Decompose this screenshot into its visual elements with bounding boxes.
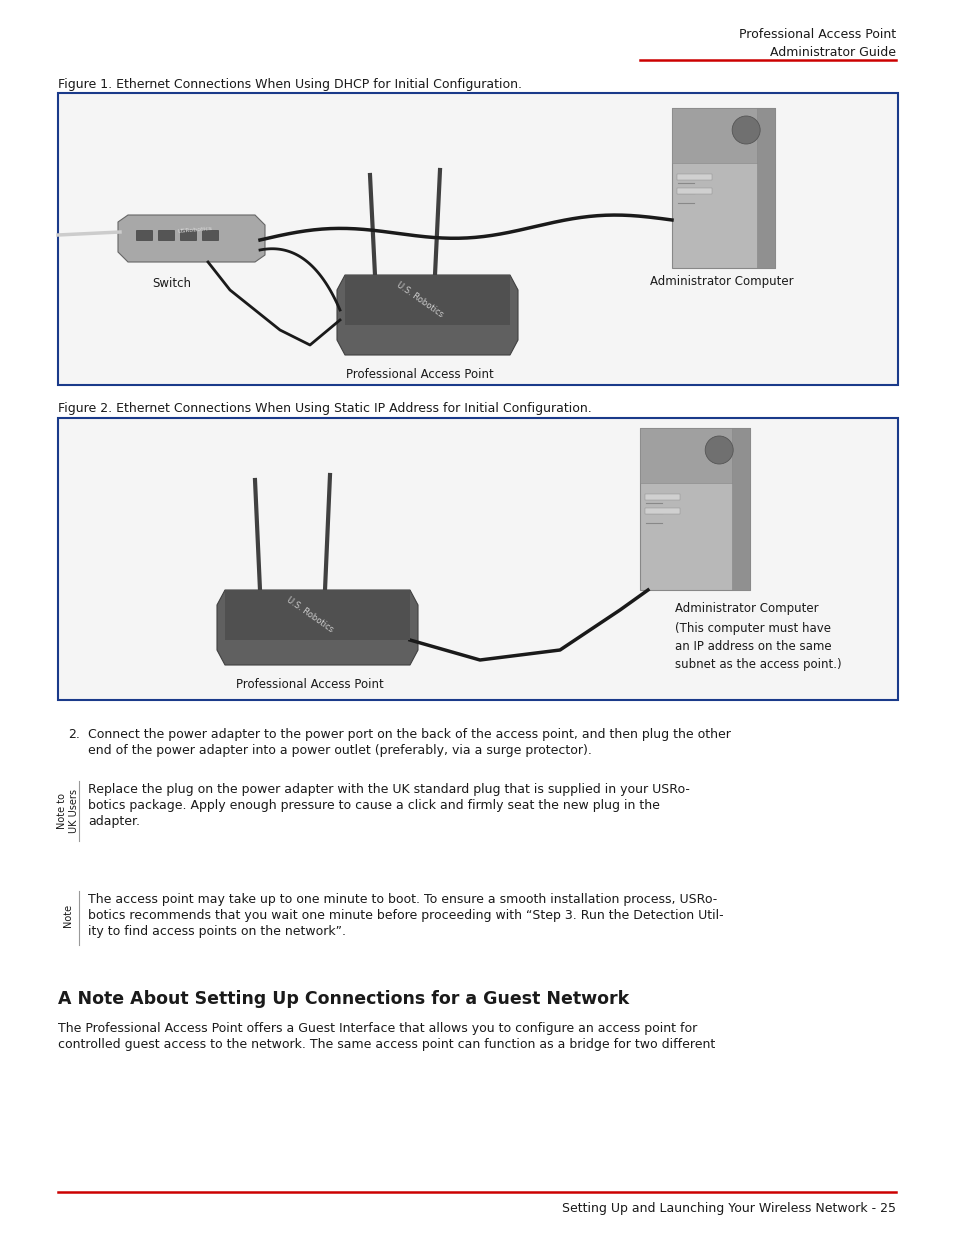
Text: Professional Access Point: Professional Access Point: [236, 678, 383, 692]
Polygon shape: [118, 215, 265, 262]
Bar: [639, 429, 749, 590]
Bar: [677, 188, 711, 194]
Text: Figure 1. Ethernet Connections When Using DHCP for Initial Configuration.: Figure 1. Ethernet Connections When Usin…: [58, 78, 521, 91]
Text: end of the power adapter into a power outlet (preferably, via a surge protector): end of the power adapter into a power ou…: [88, 743, 591, 757]
Text: ity to find access points on the network”.: ity to find access points on the network…: [88, 925, 346, 939]
Bar: [158, 230, 173, 240]
Bar: [644, 508, 679, 514]
Text: Administrator Computer: Administrator Computer: [650, 275, 793, 288]
Text: botics package. Apply enough pressure to cause a click and firmly seat the new p: botics package. Apply enough pressure to…: [88, 799, 659, 811]
Circle shape: [731, 116, 760, 144]
Text: A Note About Setting Up Connections for a Guest Network: A Note About Setting Up Connections for …: [58, 990, 628, 1008]
Bar: [58, 93, 897, 385]
Bar: [639, 429, 749, 483]
Bar: [202, 230, 218, 240]
Polygon shape: [336, 275, 517, 354]
Text: Setting Up and Launching Your Wireless Network - 25: Setting Up and Launching Your Wireless N…: [561, 1202, 895, 1215]
Bar: [671, 107, 774, 268]
Bar: [58, 417, 897, 700]
Bar: [225, 590, 410, 640]
Text: Replace the plug on the power adapter with the UK standard plug that is supplied: Replace the plug on the power adapter wi…: [88, 783, 689, 797]
Text: U.S. Robotics: U.S. Robotics: [395, 280, 445, 320]
Bar: [671, 107, 774, 163]
Text: Figure 2. Ethernet Connections When Using Static IP Address for Initial Configur: Figure 2. Ethernet Connections When Usin…: [58, 403, 591, 415]
Bar: [731, 429, 749, 590]
Bar: [136, 230, 152, 240]
Text: Administrator Guide: Administrator Guide: [769, 46, 895, 59]
Text: 2.: 2.: [68, 727, 80, 741]
Bar: [345, 275, 510, 325]
Text: botics recommends that you wait one minute before proceeding with “Step 3. Run t: botics recommends that you wait one minu…: [88, 909, 723, 923]
Circle shape: [704, 436, 733, 464]
Text: controlled guest access to the network. The same access point can function as a : controlled guest access to the network. …: [58, 1037, 715, 1051]
Text: Connect the power adapter to the power port on the back of the access point, and: Connect the power adapter to the power p…: [88, 727, 730, 741]
Text: The Professional Access Point offers a Guest Interface that allows you to config: The Professional Access Point offers a G…: [58, 1023, 697, 1035]
Bar: [180, 230, 195, 240]
Text: (This computer must have
an IP address on the same
subnet as the access point.): (This computer must have an IP address o…: [675, 622, 841, 671]
Text: Professional Access Point: Professional Access Point: [739, 28, 895, 41]
Text: Note: Note: [63, 904, 73, 926]
Text: adapter.: adapter.: [88, 815, 140, 827]
Text: U.S. Robotics: U.S. Robotics: [285, 595, 335, 635]
Text: Switch: Switch: [152, 277, 191, 290]
Bar: [757, 107, 774, 268]
Text: The access point may take up to one minute to boot. To ensure a smooth installat: The access point may take up to one minu…: [88, 893, 717, 906]
Text: USRobotics: USRobotics: [177, 226, 213, 233]
Polygon shape: [216, 590, 417, 664]
Text: Note to
UK Users: Note to UK Users: [57, 789, 79, 832]
Bar: [644, 494, 679, 500]
Bar: [677, 174, 711, 180]
Text: Administrator Computer: Administrator Computer: [675, 601, 818, 615]
Text: Professional Access Point: Professional Access Point: [346, 368, 494, 382]
